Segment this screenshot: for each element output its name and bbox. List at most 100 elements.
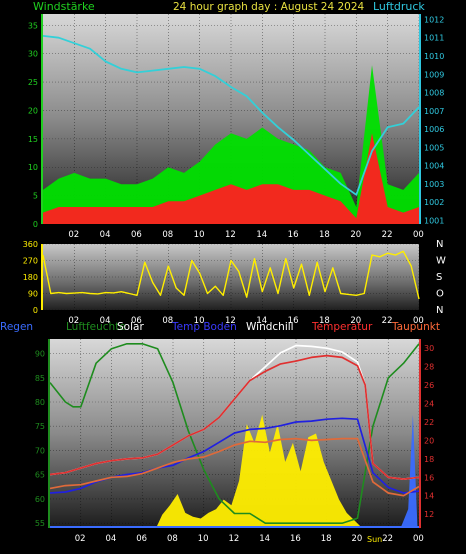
y-right-tick-label: 1001 — [424, 216, 444, 225]
x-tick-label: 18 — [319, 316, 330, 326]
y-right-tick-label: 1011 — [424, 34, 444, 43]
y-right-tick-label: 1005 — [424, 143, 444, 152]
x-tick-label: 20 — [350, 230, 361, 240]
x-tick-label: 06 — [136, 534, 147, 544]
x-tick-label: 00 — [413, 534, 424, 544]
x-tick-label: 22 — [382, 316, 393, 326]
y-right-tick-label: 1012 — [424, 15, 444, 24]
x-tick-label: 14 — [259, 534, 270, 544]
y-right-tick-label: 24 — [424, 400, 434, 409]
legend-item: Windchill — [246, 321, 294, 333]
x-tick-label: 16 — [290, 534, 301, 544]
y-left-tick-label: 70 — [35, 446, 45, 455]
series-line-windrichtung — [42, 250, 420, 300]
y-right-tick-label: 1006 — [424, 125, 444, 134]
x-tick-label: 18 — [321, 534, 332, 544]
y-right-tick-label: 1003 — [424, 180, 444, 189]
x-tick-label: 12 — [229, 534, 240, 544]
y-right-tick-label: 1008 — [424, 89, 444, 98]
y-right-tick-label: 30 — [424, 344, 434, 353]
x-tick-label: 12 — [225, 316, 236, 326]
series-area-windböen — [43, 133, 419, 224]
compass-label: N — [436, 305, 443, 316]
y-right-tick-label: 16 — [424, 473, 434, 482]
y-left-tick-label: 5 — [33, 192, 38, 201]
y-left-tick-label: 15 — [28, 135, 38, 144]
series-line-temperatur — [49, 354, 420, 480]
y-left-tick-label: 90 — [28, 290, 38, 299]
y-right-tick-label: 22 — [424, 418, 434, 427]
x-tick-label: 06 — [131, 316, 142, 326]
y-left-tick-label: 30 — [28, 50, 38, 59]
y-left-tick-label: 85 — [35, 374, 45, 383]
y-left-tick-label: 360 — [23, 240, 38, 249]
y-right-tick-label: 18 — [424, 455, 434, 464]
y-left-tick-label: 0 — [33, 220, 38, 229]
chart-title: 24 hour graph day : August 24 2024 — [173, 1, 365, 13]
y-right-tick-label: 26 — [424, 381, 434, 390]
y-left-tick-label: 35 — [28, 21, 38, 30]
x-tick-label: 02 — [68, 230, 79, 240]
x-tick-label: 00 — [413, 316, 424, 326]
pressure-axis-label: Luftdruck — [373, 0, 425, 13]
x-tick-label: 08 — [167, 534, 178, 544]
legend-item: Regen — [0, 321, 33, 333]
y-left-tick-label: 20 — [28, 106, 38, 115]
x-tick-label: 14 — [256, 230, 267, 240]
x-tick-label: 14 — [256, 316, 267, 326]
y-left-tick-label: 270 — [23, 257, 38, 266]
y-left-tick-label: 90 — [35, 350, 45, 359]
wind-axis-label: Windstärke — [33, 0, 95, 13]
x-tick-label: 18 — [319, 230, 330, 240]
y-right-tick-label: 1010 — [424, 52, 444, 61]
legend-item: Taupunkt — [391, 321, 440, 333]
x-tick-label: 10 — [194, 230, 205, 240]
x-tick-label: 04 — [100, 316, 111, 326]
y-left-tick-label: 25 — [28, 78, 38, 87]
y-left-tick-label: 10 — [28, 163, 38, 172]
x-tick-label: 04 — [100, 230, 111, 240]
x-tick-label: 16 — [288, 316, 299, 326]
legend-item: Temperatur — [311, 321, 373, 333]
x-tick-label: 20 — [352, 534, 363, 544]
y-right-tick-label: 20 — [424, 436, 434, 445]
x-tick-label: 16 — [288, 230, 299, 240]
series-line-luftfeuchte — [49, 342, 420, 525]
legend-item: Temp Boden — [171, 321, 237, 333]
series-line-taupunkt — [49, 437, 420, 497]
y-right-tick-label: 1009 — [424, 70, 444, 79]
y-right-tick-label: 1004 — [424, 162, 444, 171]
wind-panel-series — [42, 35, 420, 224]
x-tick-label: 02 — [68, 316, 79, 326]
compass-label: W — [436, 256, 446, 267]
compass-label: O — [436, 289, 444, 300]
y-left-tick-label: 60 — [35, 495, 45, 504]
x-tick-label: 02 — [75, 534, 86, 544]
x-tick-label: 08 — [162, 316, 173, 326]
compass-label: S — [436, 272, 442, 283]
climate-panel-series — [49, 342, 420, 528]
y-right-tick-label: 12 — [424, 510, 434, 519]
x-tick-label: 22 — [382, 534, 393, 544]
series-area-solar — [50, 414, 419, 528]
y-left-tick-label: 65 — [35, 471, 45, 480]
y-left-tick-label: 80 — [35, 398, 45, 407]
sunrise-label: Sun — [367, 535, 382, 544]
y-right-tick-label: 1002 — [424, 198, 444, 207]
series-area-windstärke — [43, 65, 419, 224]
x-tick-label: 20 — [350, 316, 361, 326]
series-line-luftdruck — [42, 35, 420, 196]
x-tick-label: 12 — [225, 230, 236, 240]
legend-item: Solar — [117, 321, 144, 333]
y-right-tick-label: 14 — [424, 492, 434, 501]
x-tick-label: 06 — [131, 230, 142, 240]
y-right-tick-label: 28 — [424, 363, 434, 372]
y-left-tick-label: 180 — [23, 273, 38, 282]
y-left-tick-label: 0 — [33, 306, 38, 315]
y-left-tick-label: 55 — [35, 519, 45, 528]
wind-direction-series — [42, 250, 420, 300]
